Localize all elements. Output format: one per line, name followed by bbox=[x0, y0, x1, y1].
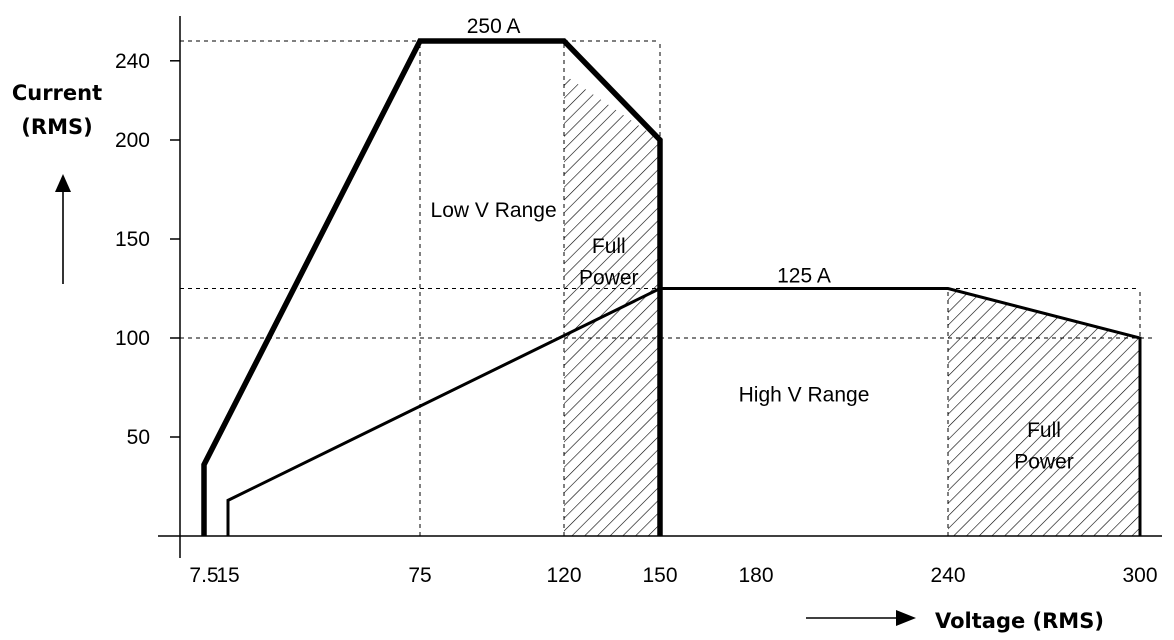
y-tick-label-5: 240 bbox=[115, 50, 150, 73]
x-tick-label-6: 180 bbox=[738, 564, 773, 587]
y-tick-label-4: 200 bbox=[115, 129, 150, 152]
annotation-1: 250 A bbox=[467, 15, 521, 38]
annotations: 250 A Low V Range Full Power 125 A High V Ran… bbox=[431, 15, 1074, 474]
x-tick-label-3: 75 bbox=[408, 564, 431, 587]
x-tick-label-8: 300 bbox=[1122, 564, 1157, 587]
x-axis-title: Voltage (RMS) bbox=[935, 609, 1104, 633]
y-axis-title-line2: (RMS) bbox=[21, 115, 92, 139]
y-axis-title-line1: Current bbox=[12, 81, 102, 105]
annotation-2: Low V Range bbox=[431, 199, 557, 222]
x-tick-label-7: 240 bbox=[930, 564, 965, 587]
y-tick-label-1: 50 bbox=[127, 426, 150, 449]
annotation-6: High V Range bbox=[739, 383, 870, 406]
x-tick-labels: 7.515 75 120 150 180 240 300 bbox=[189, 564, 1157, 587]
x-tick-label-1: 7.5 bbox=[189, 564, 218, 587]
x-tick-label-4: 120 bbox=[546, 564, 581, 587]
hatched-region-1 bbox=[564, 74, 660, 536]
hatched-region-2 bbox=[948, 288, 1140, 536]
series-line-1 bbox=[201, 38, 663, 536]
full-power-hatched-regions bbox=[564, 74, 1140, 536]
annotation-8: Power bbox=[1014, 451, 1074, 474]
series-line-2 bbox=[226, 287, 1142, 536]
series-lines bbox=[201, 38, 1142, 536]
right-arrow-icon bbox=[806, 610, 916, 626]
y-tick-labels: 50 100 150 200 240 bbox=[115, 50, 150, 449]
x-tick-label-5: 150 bbox=[642, 564, 677, 587]
up-arrow-icon bbox=[55, 174, 71, 284]
annotation-3: Full bbox=[592, 235, 626, 258]
x-tick-label-2: 15 bbox=[216, 564, 239, 587]
annotation-5: 125 A bbox=[777, 265, 831, 288]
annotation-7: Full bbox=[1027, 419, 1061, 442]
annotation-4: Power bbox=[579, 267, 639, 290]
y-tick-label-3: 150 bbox=[115, 228, 150, 251]
y-tick-label-2: 100 bbox=[115, 327, 150, 350]
